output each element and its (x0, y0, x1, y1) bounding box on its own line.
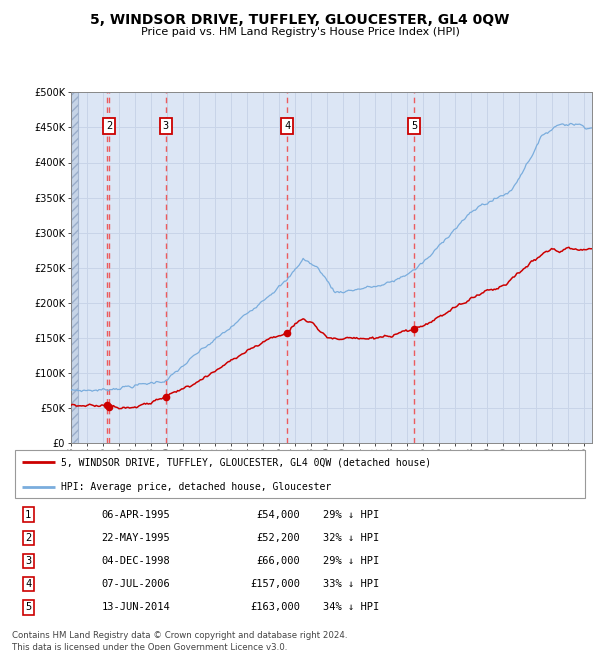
Text: 33% ↓ HPI: 33% ↓ HPI (323, 579, 379, 589)
Text: 32% ↓ HPI: 32% ↓ HPI (323, 533, 379, 543)
Bar (71, 92, 77, 443)
Text: £54,000: £54,000 (256, 510, 300, 519)
Text: HPI: Average price, detached house, Gloucester: HPI: Average price, detached house, Glou… (61, 482, 331, 491)
Text: 1: 1 (25, 510, 31, 519)
Text: 2: 2 (106, 121, 112, 131)
Text: 4: 4 (25, 579, 31, 589)
Text: 5, WINDSOR DRIVE, TUFFLEY, GLOUCESTER, GL4 0QW: 5, WINDSOR DRIVE, TUFFLEY, GLOUCESTER, G… (91, 13, 509, 27)
Text: Contains HM Land Registry data © Crown copyright and database right 2024.: Contains HM Land Registry data © Crown c… (12, 630, 347, 640)
Text: 4: 4 (284, 121, 290, 131)
Text: £157,000: £157,000 (250, 579, 300, 589)
Bar (71, 92, 77, 443)
Text: This data is licensed under the Open Government Licence v3.0.: This data is licensed under the Open Gov… (12, 644, 287, 650)
Text: £163,000: £163,000 (250, 603, 300, 612)
Text: 29% ↓ HPI: 29% ↓ HPI (323, 556, 379, 566)
Text: 3: 3 (163, 121, 169, 131)
Text: 5: 5 (25, 603, 31, 612)
Text: 04-DEC-1998: 04-DEC-1998 (101, 556, 170, 566)
Text: 06-APR-1995: 06-APR-1995 (101, 510, 170, 519)
Text: 5, WINDSOR DRIVE, TUFFLEY, GLOUCESTER, GL4 0QW (detached house): 5, WINDSOR DRIVE, TUFFLEY, GLOUCESTER, G… (61, 457, 431, 467)
Text: 29% ↓ HPI: 29% ↓ HPI (323, 510, 379, 519)
Text: £52,200: £52,200 (256, 533, 300, 543)
Text: 13-JUN-2014: 13-JUN-2014 (101, 603, 170, 612)
Text: 22-MAY-1995: 22-MAY-1995 (101, 533, 170, 543)
FancyBboxPatch shape (15, 450, 585, 498)
Text: 5: 5 (411, 121, 418, 131)
Text: 2: 2 (25, 533, 31, 543)
Text: 07-JUL-2006: 07-JUL-2006 (101, 579, 170, 589)
Text: 3: 3 (25, 556, 31, 566)
Text: 34% ↓ HPI: 34% ↓ HPI (323, 603, 379, 612)
Text: £66,000: £66,000 (256, 556, 300, 566)
Text: Price paid vs. HM Land Registry's House Price Index (HPI): Price paid vs. HM Land Registry's House … (140, 27, 460, 37)
